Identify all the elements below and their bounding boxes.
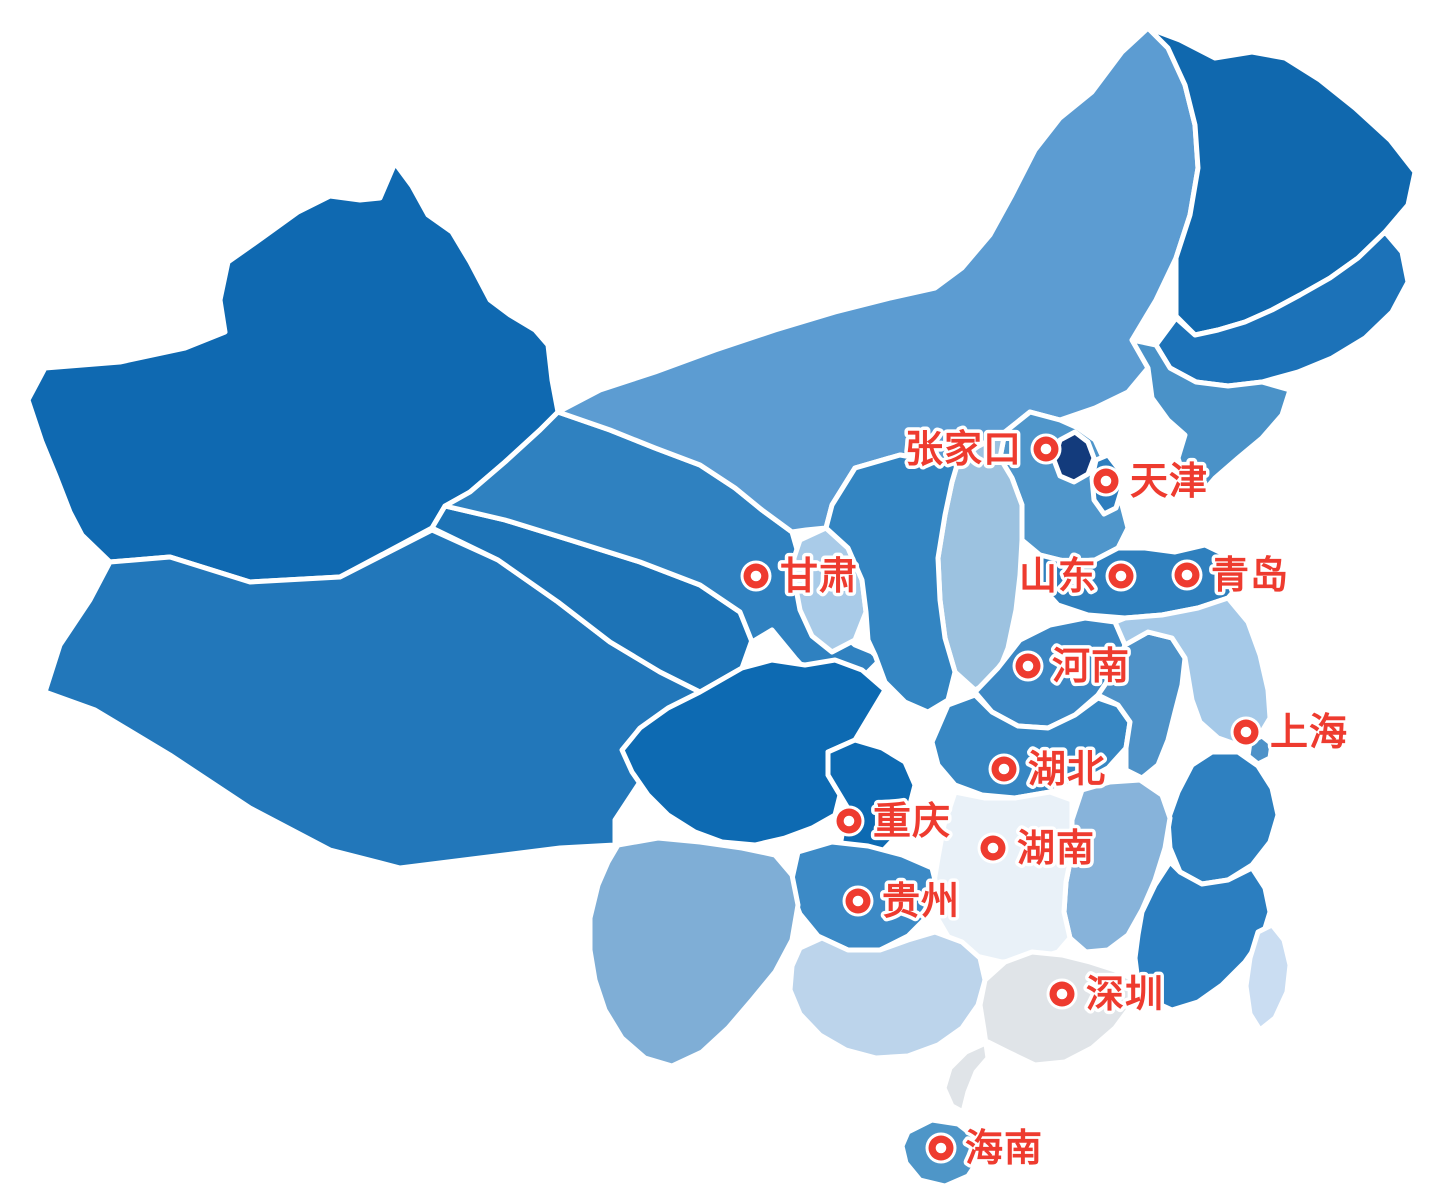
marker-center (843, 815, 855, 827)
marker-center (1056, 988, 1068, 1000)
marker-label: 河南 (1052, 644, 1130, 688)
province-jiangsu (1112, 595, 1273, 748)
marker-label: 张家口 (905, 427, 1022, 471)
marker-label: 青岛 (1211, 553, 1289, 597)
marker-qingdao[interactable]: 青岛 (1171, 550, 1292, 601)
marker-shenzhen[interactable]: 深圳 (1046, 969, 1167, 1020)
marker-guizhou[interactable]: 贵州 (842, 876, 963, 927)
marker-center (935, 1142, 947, 1154)
marker-label: 湖北 (1028, 747, 1106, 791)
marker-shandong[interactable]: 山东 (1015, 551, 1137, 602)
marker-label: 上海 (1270, 710, 1348, 754)
marker-center (1040, 443, 1052, 455)
marker-label: 深圳 (1086, 972, 1164, 1016)
marker-center (998, 763, 1010, 775)
marker-henan[interactable]: 河南 (1012, 641, 1133, 692)
province-taiwan (1243, 922, 1293, 1033)
marker-center (1100, 475, 1112, 487)
province-liaoning (1129, 337, 1293, 501)
marker-zhangjiakou[interactable]: 张家口 (901, 424, 1062, 475)
marker-gansu[interactable]: 甘肃 (740, 551, 861, 602)
marker-label: 贵州 (882, 879, 960, 923)
marker-chongqing[interactable]: 重庆 (833, 796, 954, 847)
marker-shanghai[interactable]: 上海 (1230, 707, 1351, 758)
province-beijing (1051, 429, 1097, 485)
province-shaanxi (823, 452, 963, 715)
province-layer (25, 25, 1418, 1189)
marker-center (1181, 569, 1193, 581)
province-zhejiang (1165, 749, 1281, 887)
province-yunnan (587, 835, 801, 1069)
marker-center (852, 895, 864, 907)
province-guangxi (787, 929, 988, 1061)
marker-label: 天津 (1130, 459, 1208, 503)
marker-label: 重庆 (873, 799, 951, 843)
province-guangdong (941, 949, 1141, 1115)
marker-hubei[interactable]: 湖北 (988, 744, 1109, 795)
marker-center (1115, 570, 1127, 582)
marker-center (987, 842, 999, 854)
marker-label: 湖南 (1017, 826, 1095, 870)
marker-label: 海南 (965, 1126, 1043, 1170)
province-inner-mongolia (555, 25, 1201, 535)
marker-label: 山东 (1019, 554, 1097, 598)
marker-tianjin[interactable]: 天津 (1090, 456, 1211, 507)
marker-center (750, 570, 762, 582)
marker-center (1240, 726, 1252, 738)
marker-hunan[interactable]: 湖南 (977, 823, 1098, 874)
marker-hainan[interactable]: 海南 (925, 1123, 1046, 1174)
marker-label: 甘肃 (780, 554, 858, 598)
marker-center (1022, 660, 1034, 672)
